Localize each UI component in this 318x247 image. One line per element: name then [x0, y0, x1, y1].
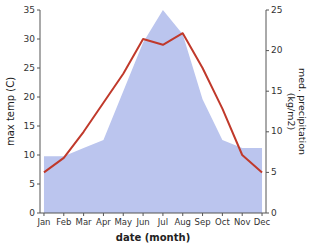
y-tick-label: 30 — [24, 34, 36, 44]
y2-tick — [266, 10, 269, 11]
y2-tick-label: 5 — [271, 167, 277, 177]
y-tick — [37, 97, 40, 98]
x-tick — [83, 213, 84, 216]
chart-container: 051015202530350510152025JanFebMarAprMayJ… — [0, 0, 318, 247]
y-tick-label: 0 — [29, 208, 35, 218]
y2-axis-label-line: med. precipitation — [297, 68, 308, 155]
y-tick — [37, 184, 40, 185]
y-axis-line — [40, 10, 41, 213]
x-axis-label: date (month) — [116, 232, 190, 243]
y-tick — [37, 213, 40, 214]
x-tick — [242, 213, 243, 216]
x-tick-label: Oct — [215, 217, 230, 227]
x-tick-label: Nov — [234, 217, 251, 227]
y-tick — [37, 10, 40, 11]
y-tick — [37, 39, 40, 40]
y2-tick — [266, 91, 269, 92]
x-tick — [103, 213, 104, 216]
y-tick-label: 15 — [24, 121, 35, 131]
y2-axis-label-line: (kg/m2) — [286, 93, 297, 130]
x-tick-label: Mar — [76, 217, 93, 227]
y2-tick-label: 0 — [271, 208, 277, 218]
y2-tick — [266, 213, 269, 214]
x-tick-label: Apr — [96, 217, 111, 227]
axes: 051015202530350510152025JanFebMarAprMayJ… — [24, 5, 283, 228]
x-tick — [222, 213, 223, 216]
y-tick — [37, 155, 40, 156]
y-tick-label: 25 — [24, 63, 35, 73]
x-tick — [182, 213, 183, 216]
y-axis-label: max temp (C) — [5, 77, 16, 146]
y2-tick-label: 15 — [271, 86, 282, 96]
x-tick-label: Jan — [36, 217, 50, 227]
y-tick-label: 35 — [24, 5, 35, 15]
y-tick-label: 5 — [29, 179, 35, 189]
y2-tick — [266, 131, 269, 132]
temperature-line — [44, 33, 262, 172]
y2-axis-line — [266, 10, 267, 213]
x-tick — [143, 213, 144, 216]
x-tick-label: Jul — [157, 217, 168, 227]
x-tick-label: Aug — [174, 217, 191, 227]
x-tick — [43, 213, 44, 216]
y-tick — [37, 68, 40, 69]
y2-tick-label: 10 — [271, 126, 283, 136]
y-tick-label: 10 — [24, 150, 36, 160]
plot-area — [44, 10, 262, 213]
x-axis-line — [40, 213, 266, 214]
y2-tick — [266, 172, 269, 173]
x-tick — [63, 213, 64, 216]
x-tick-label: Dec — [254, 217, 271, 227]
x-tick-label: Sep — [195, 217, 211, 227]
precipitation-area — [44, 10, 262, 213]
y-tick — [37, 126, 40, 127]
x-tick — [202, 213, 203, 216]
x-tick — [123, 213, 124, 216]
x-tick — [262, 213, 263, 216]
x-tick-label: Feb — [56, 217, 71, 227]
y2-tick-label: 20 — [271, 45, 283, 55]
y2-axis-label: med. precipitation(kg/m2) — [286, 68, 308, 155]
y2-tick — [266, 50, 269, 51]
x-tick — [162, 213, 163, 216]
y-tick-label: 20 — [24, 92, 36, 102]
x-tick-label: May — [114, 217, 132, 227]
y2-tick-label: 25 — [271, 5, 282, 15]
chart: 051015202530350510152025JanFebMarAprMayJ… — [0, 0, 318, 247]
x-tick-label: Jun — [135, 217, 149, 227]
